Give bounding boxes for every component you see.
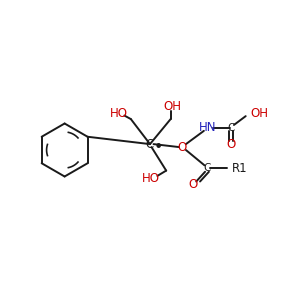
- Text: •: •: [154, 140, 163, 155]
- Text: HO: HO: [142, 172, 160, 185]
- Text: C: C: [227, 123, 235, 133]
- Text: C: C: [146, 138, 154, 151]
- Text: O: O: [188, 178, 197, 191]
- Text: HN: HN: [199, 122, 216, 134]
- Text: C: C: [204, 163, 211, 173]
- Text: HO: HO: [110, 107, 128, 120]
- Text: O: O: [226, 138, 236, 151]
- Text: R1: R1: [232, 162, 247, 175]
- Text: O: O: [178, 141, 187, 154]
- Text: OH: OH: [163, 100, 181, 113]
- Text: OH: OH: [250, 107, 268, 120]
